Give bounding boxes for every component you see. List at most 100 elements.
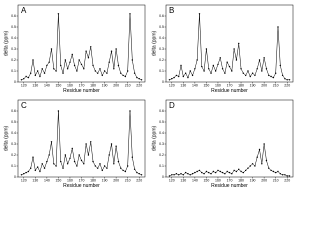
data-point bbox=[30, 167, 32, 169]
data-point bbox=[32, 156, 34, 158]
data-point bbox=[46, 64, 48, 67]
y-tick-label: 0.1 bbox=[11, 164, 16, 168]
data-point bbox=[281, 174, 284, 176]
x-tick-label: 220 bbox=[284, 178, 290, 182]
y-tick-label: 0.3 bbox=[11, 142, 16, 146]
y-tick-label: 0.5 bbox=[11, 25, 16, 29]
data-point bbox=[184, 72, 187, 74]
y-tick-label: 0 bbox=[162, 80, 164, 84]
data-line bbox=[21, 110, 142, 176]
x-tick-label: 200 bbox=[261, 83, 267, 87]
data-point bbox=[187, 173, 189, 175]
y-tick-label: 0.3 bbox=[159, 142, 164, 146]
data-point bbox=[277, 170, 279, 173]
y-tick-label: 0.1 bbox=[159, 164, 164, 168]
data-point bbox=[99, 68, 101, 70]
data-point bbox=[34, 74, 37, 77]
data-point bbox=[90, 141, 92, 143]
panel-label: B bbox=[169, 6, 174, 15]
x-tick-label: 190 bbox=[102, 178, 108, 182]
y-tick-label: 0.2 bbox=[11, 153, 16, 157]
data-point bbox=[36, 70, 39, 72]
x-tick-label: 120 bbox=[21, 83, 27, 87]
x-axis-label: Residue number bbox=[63, 183, 100, 189]
data-point bbox=[78, 59, 80, 61]
x-tick-label: 130 bbox=[32, 178, 38, 182]
x-tick-label: 140 bbox=[44, 178, 50, 182]
data-point bbox=[251, 163, 254, 165]
data-point bbox=[138, 173, 140, 175]
x-tick-label: 210 bbox=[125, 178, 131, 182]
data-point bbox=[284, 78, 286, 80]
data-point bbox=[108, 154, 110, 156]
x-tick-label: 180 bbox=[238, 178, 244, 182]
data-point bbox=[55, 70, 57, 72]
x-tick-label: 170 bbox=[227, 83, 233, 87]
x-tick-label: 210 bbox=[273, 178, 279, 182]
y-tick-label: 0.6 bbox=[159, 14, 164, 18]
data-point bbox=[43, 167, 46, 169]
data-point bbox=[228, 65, 231, 68]
data-point bbox=[96, 72, 99, 74]
x-tick-label: 130 bbox=[180, 83, 186, 87]
data-point bbox=[53, 68, 55, 70]
data-point bbox=[57, 13, 60, 15]
data-point bbox=[187, 76, 189, 79]
data-point bbox=[168, 79, 171, 81]
data-point bbox=[191, 74, 194, 77]
data-point bbox=[254, 165, 256, 167]
data-point bbox=[136, 171, 138, 174]
data-point bbox=[90, 46, 92, 48]
x-axis-label: Residue number bbox=[211, 88, 248, 94]
data-point bbox=[274, 72, 277, 74]
y-tick-label: 0.6 bbox=[159, 109, 164, 113]
data-point bbox=[48, 154, 50, 156]
data-point bbox=[106, 72, 108, 74]
x-tick-label: 140 bbox=[192, 178, 198, 182]
y-tick-label: 0.2 bbox=[159, 153, 164, 157]
data-point bbox=[43, 72, 46, 74]
data-point bbox=[180, 64, 182, 67]
x-tick-label: 160 bbox=[215, 83, 221, 87]
x-tick-label: 170 bbox=[79, 83, 85, 87]
data-point bbox=[103, 70, 106, 72]
data-point bbox=[122, 169, 124, 172]
data-point bbox=[173, 76, 175, 79]
y-tick-label: 0.2 bbox=[11, 58, 16, 62]
data-point bbox=[133, 72, 136, 74]
data-point bbox=[242, 171, 245, 174]
data-point bbox=[110, 143, 113, 145]
data-line bbox=[169, 13, 290, 81]
data-point bbox=[87, 57, 90, 59]
data-point bbox=[208, 68, 210, 70]
data-point bbox=[57, 110, 60, 112]
data-point bbox=[277, 26, 279, 28]
data-point bbox=[231, 70, 233, 72]
data-point bbox=[240, 68, 242, 70]
data-point bbox=[36, 166, 39, 168]
data-point bbox=[66, 68, 69, 70]
data-point bbox=[198, 13, 201, 15]
x-tick-label: 130 bbox=[180, 178, 186, 182]
y-tick-label: 0.6 bbox=[11, 14, 16, 18]
data-point bbox=[76, 165, 78, 167]
data-point bbox=[175, 74, 178, 77]
data-point bbox=[224, 72, 226, 74]
data-point bbox=[256, 156, 258, 158]
data-point bbox=[272, 76, 275, 79]
data-point bbox=[254, 74, 256, 77]
data-point bbox=[244, 169, 247, 172]
data-point bbox=[175, 173, 178, 175]
x-tick-label: 220 bbox=[136, 178, 142, 182]
data-point bbox=[34, 169, 37, 172]
data-point bbox=[182, 75, 185, 78]
data-point bbox=[256, 68, 258, 70]
x-tick-label: 200 bbox=[261, 178, 267, 182]
data-point bbox=[210, 173, 212, 175]
data-point bbox=[171, 174, 173, 176]
data-point bbox=[261, 163, 263, 165]
data-point bbox=[62, 167, 64, 169]
data-point bbox=[133, 168, 136, 170]
data-point bbox=[140, 174, 143, 176]
data-point bbox=[120, 167, 122, 169]
